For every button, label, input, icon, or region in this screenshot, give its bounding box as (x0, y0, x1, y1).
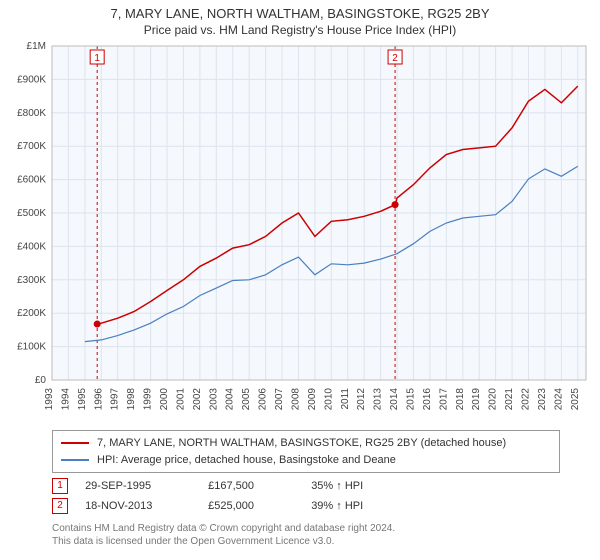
sale-pct-2: 39% ↑ HPI (311, 500, 401, 512)
sale-markers-list: 1 29-SEP-1995 £167,500 35% ↑ HPI 2 18-NO… (52, 478, 401, 518)
footnote-line-2: This data is licensed under the Open Gov… (52, 535, 395, 548)
svg-text:£700K: £700K (17, 141, 46, 152)
svg-text:£200K: £200K (17, 308, 46, 319)
svg-text:2018: 2018 (455, 388, 466, 411)
svg-text:£800K: £800K (17, 108, 46, 119)
svg-text:2020: 2020 (488, 388, 499, 411)
svg-text:2023: 2023 (537, 388, 548, 411)
svg-text:1994: 1994 (60, 388, 71, 411)
svg-text:2017: 2017 (438, 388, 449, 411)
svg-text:1996: 1996 (93, 388, 104, 411)
legend-item-hpi: HPI: Average price, detached house, Basi… (61, 452, 551, 469)
svg-text:2016: 2016 (422, 388, 433, 411)
footnote-line-1: Contains HM Land Registry data © Crown c… (52, 522, 395, 535)
sale-pct-1: 35% ↑ HPI (311, 480, 401, 492)
svg-text:2004: 2004 (225, 388, 236, 411)
sale-price-2: £525,000 (208, 500, 308, 512)
legend-swatch-property (61, 442, 89, 444)
sale-price-1: £167,500 (208, 480, 308, 492)
svg-text:2013: 2013 (373, 388, 384, 411)
svg-text:2: 2 (392, 53, 398, 64)
legend-label-property: 7, MARY LANE, NORTH WALTHAM, BASINGSTOKE… (97, 435, 506, 452)
svg-text:1997: 1997 (110, 388, 121, 411)
svg-text:2002: 2002 (192, 388, 203, 411)
sale-date-1: 29-SEP-1995 (85, 480, 205, 492)
svg-text:2008: 2008 (290, 388, 301, 411)
svg-text:1998: 1998 (126, 388, 137, 411)
svg-text:2024: 2024 (553, 388, 564, 411)
svg-text:2011: 2011 (340, 388, 351, 410)
svg-text:£1M: £1M (27, 41, 46, 52)
svg-text:£500K: £500K (17, 208, 46, 219)
svg-text:£0: £0 (35, 375, 47, 386)
svg-text:2021: 2021 (504, 388, 515, 411)
sale-marker-badge-2: 2 (52, 498, 68, 514)
sale-marker-badge-1: 1 (52, 478, 68, 494)
legend-item-property: 7, MARY LANE, NORTH WALTHAM, BASINGSTOKE… (61, 435, 551, 452)
svg-text:£100K: £100K (17, 342, 46, 353)
sale-marker-row-1: 1 29-SEP-1995 £167,500 35% ↑ HPI (52, 478, 401, 494)
svg-text:2015: 2015 (405, 388, 416, 411)
svg-text:£300K: £300K (17, 275, 46, 286)
svg-text:2001: 2001 (175, 388, 186, 411)
legend-label-hpi: HPI: Average price, detached house, Basi… (97, 452, 396, 469)
legend-swatch-hpi (61, 459, 89, 461)
svg-text:2003: 2003 (208, 388, 219, 411)
svg-text:2025: 2025 (570, 388, 581, 411)
svg-text:£600K: £600K (17, 175, 46, 186)
footnote: Contains HM Land Registry data © Crown c… (52, 522, 395, 548)
svg-text:1999: 1999 (143, 388, 154, 411)
svg-text:£900K: £900K (17, 74, 46, 85)
svg-text:2010: 2010 (323, 388, 334, 411)
legend: 7, MARY LANE, NORTH WALTHAM, BASINGSTOKE… (52, 430, 560, 473)
svg-text:2012: 2012 (356, 388, 367, 411)
sale-marker-row-2: 2 18-NOV-2013 £525,000 39% ↑ HPI (52, 498, 401, 514)
svg-text:2009: 2009 (307, 388, 318, 411)
svg-text:£400K: £400K (17, 241, 46, 252)
svg-text:2022: 2022 (520, 388, 531, 411)
svg-text:1995: 1995 (77, 388, 88, 411)
svg-text:2006: 2006 (258, 388, 269, 411)
chart-title: 7, MARY LANE, NORTH WALTHAM, BASINGSTOKE… (0, 0, 600, 21)
svg-text:2005: 2005 (241, 388, 252, 411)
line-chart: £0 £100K £200K £300K £400K £500K £600K £700K £80… (0, 40, 600, 420)
svg-text:2014: 2014 (389, 388, 400, 411)
svg-text:1993: 1993 (44, 388, 55, 411)
sale-date-2: 18-NOV-2013 (85, 500, 205, 512)
svg-text:2019: 2019 (471, 388, 482, 411)
chart-subtitle: Price paid vs. HM Land Registry's House … (0, 21, 600, 41)
svg-text:2007: 2007 (274, 388, 285, 411)
chart-svg: £0 £100K £200K £300K £400K £500K £600K £700K £80… (0, 40, 600, 420)
svg-text:1: 1 (94, 53, 100, 64)
svg-text:2000: 2000 (159, 388, 170, 411)
